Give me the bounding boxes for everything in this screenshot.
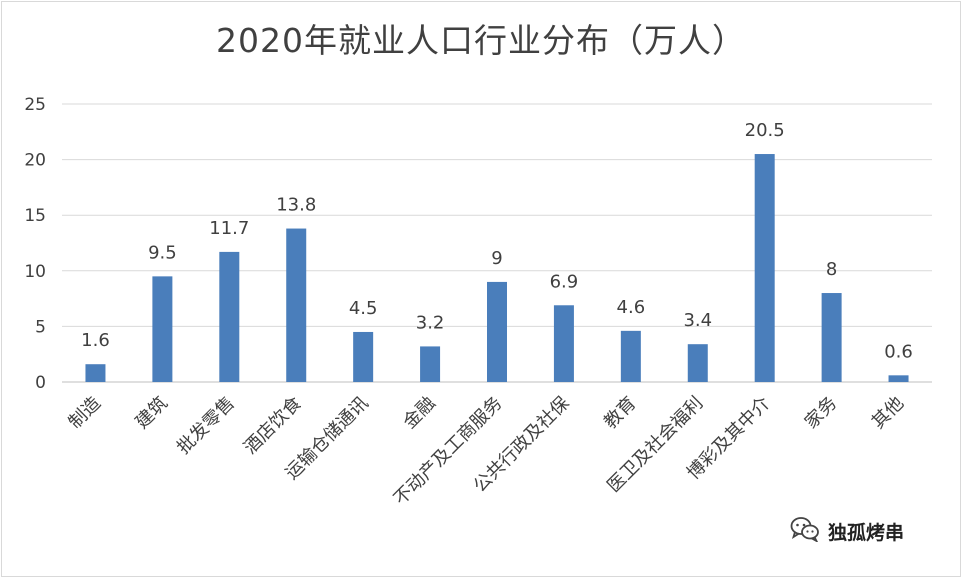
bar [754,154,775,382]
y-tick-label: 25 [24,95,46,115]
x-tick-label: 批发零售 [173,393,239,459]
data-label: 4.5 [349,298,378,319]
bars [85,154,909,382]
y-tick-label: 20 [24,151,46,171]
chart-title: 2020年就业人口行业分布（万人） [216,21,746,60]
bar [821,293,842,382]
x-tick-label: 其他 [868,393,908,433]
x-tick-label: 教育 [600,393,640,433]
bar [487,281,507,382]
bar [219,251,240,382]
bar [553,305,574,382]
watermark-text: 独孤烤串 [828,521,905,544]
bar [286,228,307,382]
bar [620,330,641,382]
data-label: 9.5 [148,242,177,263]
data-label: 3.4 [683,310,712,331]
bar [152,276,173,382]
wechat-icon [790,516,820,546]
data-label: 9 [491,248,502,269]
bar [85,364,106,382]
data-label: 4.6 [617,297,646,318]
data-label: 13.8 [276,195,316,216]
data-label: 11.7 [209,218,249,239]
x-tick-label: 制造 [65,393,105,433]
data-label: 8 [826,259,837,280]
x-tick-label: 家务 [801,393,841,433]
data-label: 0.6 [884,341,913,362]
x-tick-label: 建筑 [132,393,172,433]
x-tick-label: 酒店饮食 [240,393,306,459]
x-tick-label: 金融 [399,393,439,433]
bar [420,346,441,382]
y-tick-label: 15 [24,206,46,226]
y-axis-ticks: 0 5 10 15 20 25 [24,95,46,393]
bar [687,344,708,382]
bar [353,331,374,382]
data-labels: 1.6 9.5 11.7 13.8 4.5 3.2 9 6.9 4.6 3.4 20.5 8 0.6 [81,120,913,362]
watermark: 独孤烤串 [790,516,904,546]
data-label: 1.6 [81,330,110,351]
data-label: 6.9 [550,271,579,292]
bar [888,375,909,382]
y-tick-label: 5 [35,317,46,337]
y-tick-label: 0 [35,373,46,393]
y-tick-label: 10 [24,262,46,282]
data-label: 3.2 [416,312,445,333]
data-label: 20.5 [745,120,785,141]
